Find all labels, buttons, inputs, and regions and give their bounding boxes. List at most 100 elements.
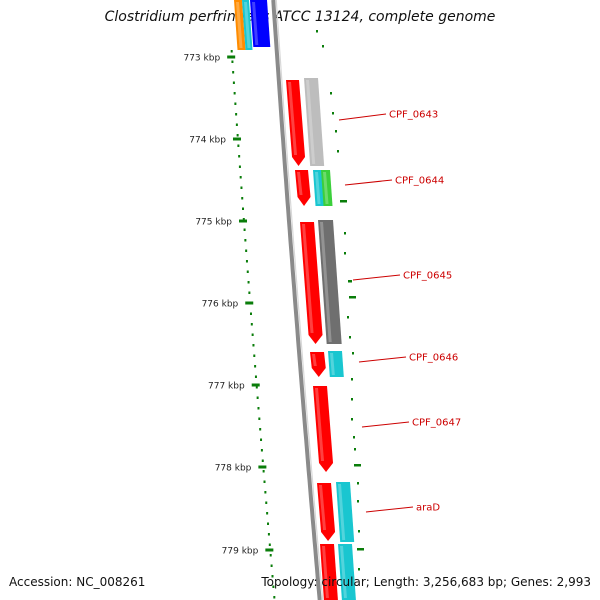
tick-mark <box>227 55 236 59</box>
gc-skew-dash <box>358 568 360 571</box>
gc-skew-dot <box>233 92 236 95</box>
gc-skew-dot <box>237 144 240 147</box>
gc-skew-dot <box>266 512 269 515</box>
gc-skew-dash <box>344 232 346 235</box>
gc-skew-dash <box>354 464 361 467</box>
gc-skew-dash <box>349 296 356 299</box>
gc-skew-dot <box>257 407 260 410</box>
gc-skew-dot <box>260 449 263 452</box>
gc-skew-dot <box>246 270 249 273</box>
gc-skew-dot <box>254 365 257 368</box>
genome-summary-text: Topology: circular; Length: 3,256,683 bp… <box>261 575 591 589</box>
gene-arrow-cpf-0646-shine <box>312 354 317 366</box>
gene-arrow-cpf-0644 <box>295 170 311 206</box>
accession-text: Accession: NC_008261 <box>9 575 146 589</box>
gc-skew-dot <box>239 176 242 179</box>
gene-block-cpf-0644-cyan-shine <box>315 172 321 204</box>
gc-skew-dot <box>235 123 238 126</box>
gene-block-bottom-cyan <box>338 544 356 600</box>
gc-skew-dot <box>232 71 235 74</box>
gc-skew-dot <box>253 354 256 357</box>
gene-block-cpf-0645-gray <box>318 220 342 344</box>
gene-arrow-cpf-0647 <box>313 386 334 472</box>
gc-skew-dot <box>260 438 263 441</box>
gc-skew-dot <box>238 165 241 168</box>
gene-block-cyan <box>242 0 253 50</box>
tick-mark <box>245 301 254 305</box>
gc-skew-dot <box>231 60 234 63</box>
gc-skew-dot <box>245 260 248 263</box>
gene-arrow-cpf-0643-shine <box>288 82 298 155</box>
backbone-track <box>271 0 324 600</box>
gc-skew-dot <box>258 417 261 420</box>
gc-skew-dot <box>230 50 233 53</box>
gc-skew-dash <box>335 130 337 133</box>
gc-skew-dash <box>357 548 364 551</box>
gc-skew-dot <box>247 281 250 284</box>
gc-skew-dot <box>249 312 252 315</box>
gene-block-arad-cyan-shine <box>338 484 346 540</box>
gene-leader-line <box>344 179 393 186</box>
tick-label: 773 kbp <box>183 54 220 64</box>
gc-skew-dot <box>252 344 255 347</box>
gc-skew-dot <box>261 459 264 462</box>
gc-skew-dot <box>255 386 258 389</box>
gc-skew-dot <box>271 575 274 578</box>
gene-block-cpf-0646-cyan <box>328 351 344 377</box>
gc-skew-dot <box>268 543 271 546</box>
gc-skew-dot <box>272 585 275 588</box>
gene-label: CPF_0644 <box>395 176 444 187</box>
gene-leader-line <box>361 421 410 428</box>
gene-block-blue-shine <box>252 2 259 45</box>
gc-skew-dash <box>349 336 351 339</box>
tick-mark <box>251 383 260 387</box>
gc-skew-dot <box>243 228 246 231</box>
gene-block-cpf-0643-gray-shine <box>306 80 316 164</box>
gc-skew-dash <box>351 378 353 381</box>
gene-arrow-cpf-0645-shine <box>302 224 314 333</box>
gc-skew-dot <box>259 428 262 431</box>
tick-label: 779 kbp <box>222 547 259 557</box>
gc-skew-dot <box>250 323 253 326</box>
gc-skew-dot <box>273 596 276 599</box>
gc-skew-dot <box>264 491 267 494</box>
tick-mark <box>232 137 241 141</box>
gc-skew-dash <box>352 352 354 355</box>
gene-arrow-cpf-0643 <box>286 80 306 166</box>
gc-skew-dot <box>242 218 245 221</box>
gene-arrow-cpf-0644-shine <box>297 172 303 195</box>
tick-mark <box>258 465 267 469</box>
tick-mark <box>239 219 248 223</box>
tick-label: 775 kbp <box>195 218 232 228</box>
gc-skew-dash <box>332 112 334 115</box>
gene-leader-line <box>352 274 401 281</box>
gene-block-orange <box>234 0 246 50</box>
gc-skew-dot <box>267 533 270 536</box>
feature-track <box>234 0 356 600</box>
tick-label: 776 kbp <box>202 300 239 310</box>
gc-skew-dash <box>354 448 356 451</box>
gene-label: CPF_0647 <box>412 418 461 429</box>
gc-skew-dot <box>234 102 237 105</box>
gc-skew-dot <box>244 239 247 242</box>
gc-skew-dot <box>256 396 259 399</box>
gc-skew-dash <box>348 280 352 283</box>
gc-skew-dot <box>262 470 265 473</box>
gc-skew-dash <box>344 252 346 255</box>
gc-skew-dot <box>242 207 245 210</box>
gc-skew-dash <box>322 45 324 48</box>
gene-label: CPF_0643 <box>389 110 438 121</box>
gc-skew-dot <box>263 480 266 483</box>
gc-skew-dash <box>358 530 360 533</box>
gene-labels: CPF_0643 CPF_0644 CPF_0645 CPF_0646 CPF_0647… <box>338 110 461 514</box>
tick-mark <box>265 548 274 552</box>
backbone-line <box>271 0 322 600</box>
gene-label: CPF_0646 <box>409 353 458 364</box>
gene-block-blue <box>250 0 271 47</box>
gene-label: CPF_0645 <box>403 271 452 282</box>
gene-arrow-arad-shine <box>319 485 327 530</box>
gc-skew-dot <box>241 197 244 200</box>
gc-skew-dash <box>351 398 353 401</box>
gene-block-bottom-red-shine <box>322 546 329 598</box>
